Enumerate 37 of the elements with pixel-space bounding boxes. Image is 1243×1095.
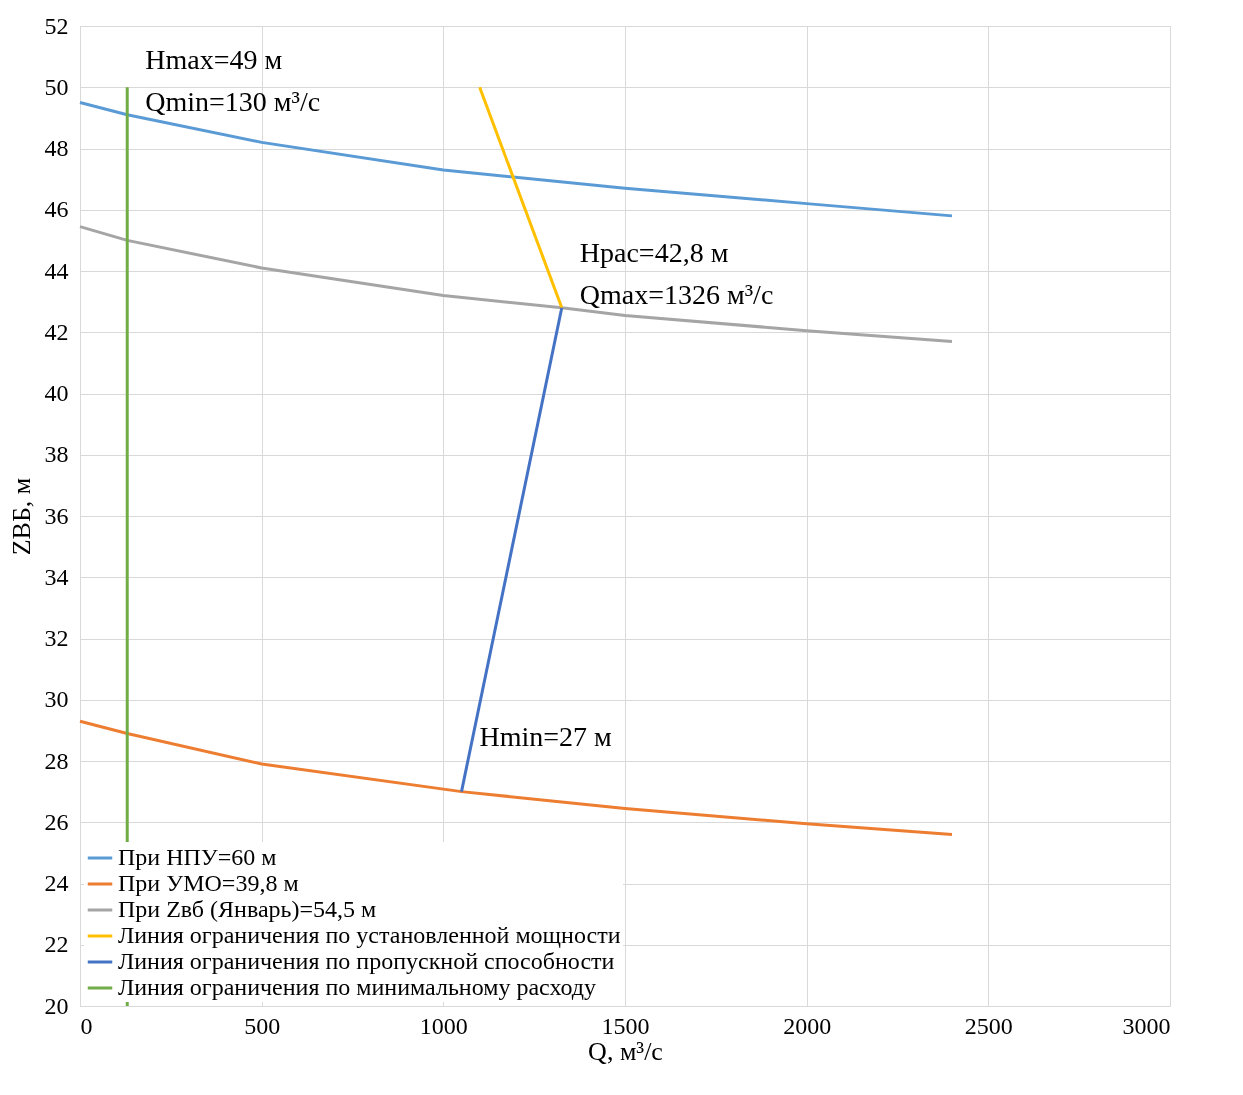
- y-tick-label: 34: [44, 563, 69, 590]
- x-tick-label: 2500: [964, 1012, 1013, 1039]
- y-tick-label: 22: [44, 931, 69, 958]
- y-tick-label: 44: [44, 257, 69, 284]
- y-tick-label: 20: [44, 992, 69, 1019]
- line-series: [78, 225, 954, 343]
- legend-label: Линия ограничения по минимальному расходу: [118, 974, 597, 1000]
- x-tick-label: 1000: [419, 1012, 468, 1039]
- y-tick-label: 32: [44, 625, 69, 651]
- y-tick-label: 30: [44, 686, 69, 713]
- annotation: Hmin=27 м: [479, 720, 613, 752]
- annotation: Hmax=49 м Qmin=130 м³/с: [145, 43, 321, 117]
- y-tick-label: 50: [44, 73, 69, 100]
- legend-label: При НПУ=60 м: [118, 844, 277, 870]
- legend-label: При УМО=39,8 м: [118, 870, 299, 896]
- legend-label: При Zвб (Январь)=54,5 м: [118, 896, 377, 922]
- y-tick-label: 46: [44, 196, 69, 223]
- y-tick-label: 48: [44, 135, 69, 161]
- x-tick-label: 0: [80, 1012, 93, 1039]
- y-tick-label: 52: [44, 12, 69, 39]
- y-axis-title: ZВБ, м: [6, 477, 36, 556]
- x-axis-title: Q, м³/с: [588, 1036, 663, 1066]
- line-series: [78, 719, 954, 836]
- y-tick-label: 26: [44, 808, 69, 835]
- y-tick-label: 40: [44, 380, 69, 406]
- y-tick-label: 28: [44, 747, 69, 774]
- annotation: Hрас=42,8 м Qmax=1326 м³/с: [579, 236, 774, 310]
- x-tick-label: 2000: [783, 1012, 832, 1039]
- y-tick-label: 36: [44, 502, 69, 529]
- y-tick-label: 38: [44, 441, 69, 468]
- y-tick-label: 42: [44, 318, 69, 345]
- x-tick-label: 3000: [1122, 1012, 1171, 1039]
- x-tick-label: 1500: [601, 1012, 650, 1039]
- y-tick-label: 24: [44, 870, 69, 896]
- x-tick-label: 500: [244, 1012, 281, 1039]
- legend-label: Линия ограничения по установленной мощности: [118, 922, 621, 948]
- legend-label: Линия ограничения по пропускной способности: [118, 948, 615, 974]
